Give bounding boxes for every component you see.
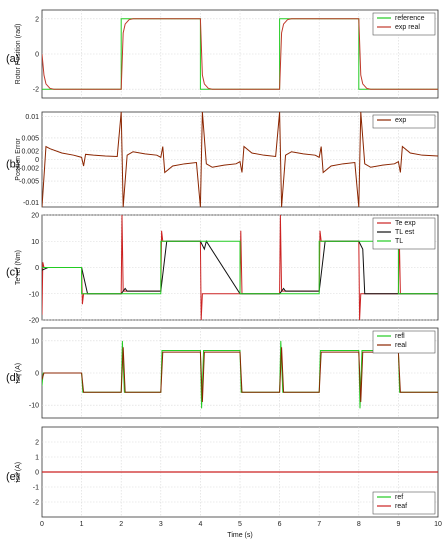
x-tick-label: 2: [119, 521, 123, 528]
panel-c: -20 -10 0 10 20 Te ref (Nm)(c) Te exp TL est TL: [6, 213, 439, 325]
y-axis-label: Te ref (Nm): [15, 250, 22, 285]
y-tick-label: 2: [35, 440, 39, 447]
panel-d: -10 0 10 isq (A)(d) refl real: [6, 327, 439, 419]
y-tick-label: 1: [35, 455, 39, 462]
panel-b: -0.01 -0.005 -0.002 0 0.002 0.005 0.01 Position…: [6, 111, 439, 208]
y-tick-label: 10: [31, 338, 39, 345]
x-axis-label: Time (s): [227, 532, 252, 539]
y-tick-label: 0: [35, 157, 39, 164]
legend-box: [372, 114, 436, 129]
y-tick-label: -2: [33, 87, 39, 94]
legend-entry: TL est: [395, 229, 414, 236]
legend-entry: refl: [395, 333, 405, 340]
y-tick-label: -0.01: [23, 200, 39, 207]
y-tick-label: 10: [31, 239, 39, 246]
x-tick-label: 6: [278, 521, 282, 528]
panel-a: -2 0 2 Rotor Position (rad)(a) reference exp …: [6, 9, 439, 99]
y-tick-label: 20: [31, 213, 39, 220]
x-tick-label: 3: [159, 521, 163, 528]
legend-entry: exp: [395, 117, 406, 124]
y-tick-label: 0.01: [25, 114, 39, 121]
x-tick-label: 7: [317, 521, 321, 528]
panel-label: (b): [6, 159, 19, 171]
legend-entry: TL: [395, 238, 403, 245]
y-tick-label: 0: [35, 371, 39, 378]
legend-entry: reference: [395, 15, 425, 22]
panel-label: (d): [6, 372, 19, 384]
legend: refl real: [372, 330, 436, 354]
panel-label: (a): [6, 53, 19, 65]
legend-entry: reaf: [395, 503, 407, 510]
legend: Te exp TL est TL: [372, 217, 436, 250]
y-axis-label: isq (A): [15, 363, 22, 383]
y-tick-label: 0: [35, 265, 39, 272]
y-tick-label: -0.005: [19, 179, 39, 186]
x-tick-label: 0: [40, 521, 44, 528]
y-tick-label: -20: [29, 318, 39, 325]
legend-entry: real: [395, 342, 407, 349]
y-tick-label: 0.005: [21, 135, 39, 142]
panel-e: -2 -1 0 1 2 isd (A)(e) ref reaf 0 1 2 3 4 5 6 7 8 9 10 Time…: [6, 426, 442, 539]
y-axis-label: Position Error: [15, 138, 22, 181]
y-tick-label: -2: [33, 500, 39, 507]
y-tick-label: 0: [35, 470, 39, 477]
y-axis-label: isd (A): [15, 462, 22, 482]
x-tick-label: 5: [238, 521, 242, 528]
series-line-exp-real: [42, 18, 438, 90]
panel-label: (c): [6, 267, 19, 279]
legend-entry: exp real: [395, 24, 420, 31]
x-tick-label: 10: [434, 521, 442, 528]
x-tick-label: 9: [396, 521, 400, 528]
series-line-tl: [42, 240, 438, 295]
y-tick-label: -10: [29, 403, 39, 410]
legend: ref reaf: [372, 491, 436, 515]
x-tick-label: 8: [357, 521, 361, 528]
y-tick-label: 2: [35, 16, 39, 23]
legend-entry: Te exp: [395, 220, 416, 227]
y-tick-label: 0: [35, 52, 39, 59]
x-tick-label: 1: [80, 521, 84, 528]
x-tick-label: 4: [198, 521, 202, 528]
legend: exp: [372, 114, 436, 129]
y-tick-label: -0.002: [19, 166, 39, 173]
legend-entry: ref: [395, 494, 403, 501]
y-axis-label: Rotor Position (rad): [15, 24, 22, 85]
y-tick-label: -10: [29, 291, 39, 298]
y-tick-label: 0.002: [21, 148, 39, 155]
y-tick-label: -1: [33, 485, 39, 492]
series-line-exp: [42, 112, 438, 207]
panel-label: (e): [6, 471, 19, 483]
legend: reference exp real: [372, 12, 436, 36]
series-line-real: [42, 347, 438, 402]
